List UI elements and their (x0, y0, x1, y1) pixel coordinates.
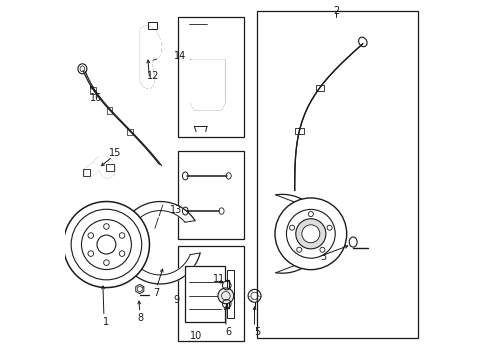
Bar (178, 151, 244, 239)
Bar (106, 107, 112, 113)
Polygon shape (190, 60, 224, 110)
Circle shape (119, 233, 124, 238)
Text: 3: 3 (320, 252, 326, 262)
Bar (147, 22, 156, 30)
Bar (106, 164, 113, 171)
Circle shape (274, 198, 346, 270)
Bar (315, 85, 324, 91)
Text: 7: 7 (153, 288, 160, 298)
Bar (178, 17, 244, 137)
Circle shape (81, 220, 131, 270)
Bar (83, 169, 89, 176)
Circle shape (103, 224, 109, 229)
Text: 11: 11 (213, 274, 225, 284)
Polygon shape (185, 266, 228, 321)
Circle shape (103, 260, 109, 265)
Circle shape (88, 251, 93, 256)
Text: 2: 2 (332, 6, 338, 17)
Circle shape (97, 235, 116, 254)
Text: 8: 8 (137, 313, 143, 323)
Circle shape (71, 209, 142, 280)
Circle shape (286, 210, 335, 258)
Text: 1: 1 (103, 317, 109, 327)
Polygon shape (85, 157, 115, 178)
Bar (178, 246, 244, 341)
Circle shape (295, 219, 325, 249)
Circle shape (88, 233, 93, 238)
Bar (226, 270, 234, 318)
Text: 5: 5 (253, 327, 260, 337)
Bar (90, 87, 96, 94)
Text: 14: 14 (173, 51, 186, 61)
Text: 12: 12 (146, 71, 159, 81)
Polygon shape (275, 194, 333, 273)
Text: 6: 6 (225, 327, 231, 337)
Bar (127, 129, 133, 135)
Polygon shape (119, 202, 200, 284)
Text: 15: 15 (109, 148, 122, 158)
Polygon shape (140, 26, 161, 89)
Bar (257, 12, 418, 338)
Text: 9: 9 (173, 295, 179, 305)
Circle shape (301, 225, 319, 243)
Circle shape (119, 251, 124, 256)
Bar (294, 128, 303, 134)
Text: 16: 16 (89, 93, 102, 103)
Circle shape (63, 202, 149, 288)
Circle shape (218, 288, 233, 304)
Text: 13: 13 (170, 206, 182, 216)
Text: 4: 4 (325, 224, 331, 233)
Text: 10: 10 (189, 331, 202, 341)
